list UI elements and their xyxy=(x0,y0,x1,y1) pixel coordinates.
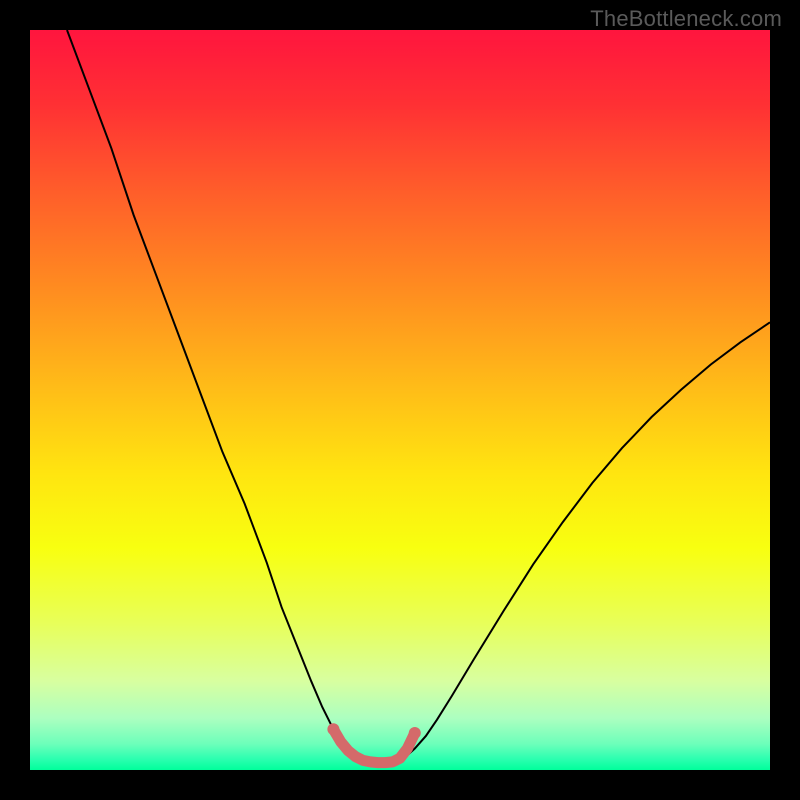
bottleneck-chart xyxy=(30,30,770,770)
marker-endpoint-left xyxy=(327,723,339,735)
chart-container xyxy=(30,30,770,770)
chart-background xyxy=(30,30,770,770)
marker-endpoint-right xyxy=(409,727,421,739)
watermark-text: TheBottleneck.com xyxy=(590,6,782,32)
